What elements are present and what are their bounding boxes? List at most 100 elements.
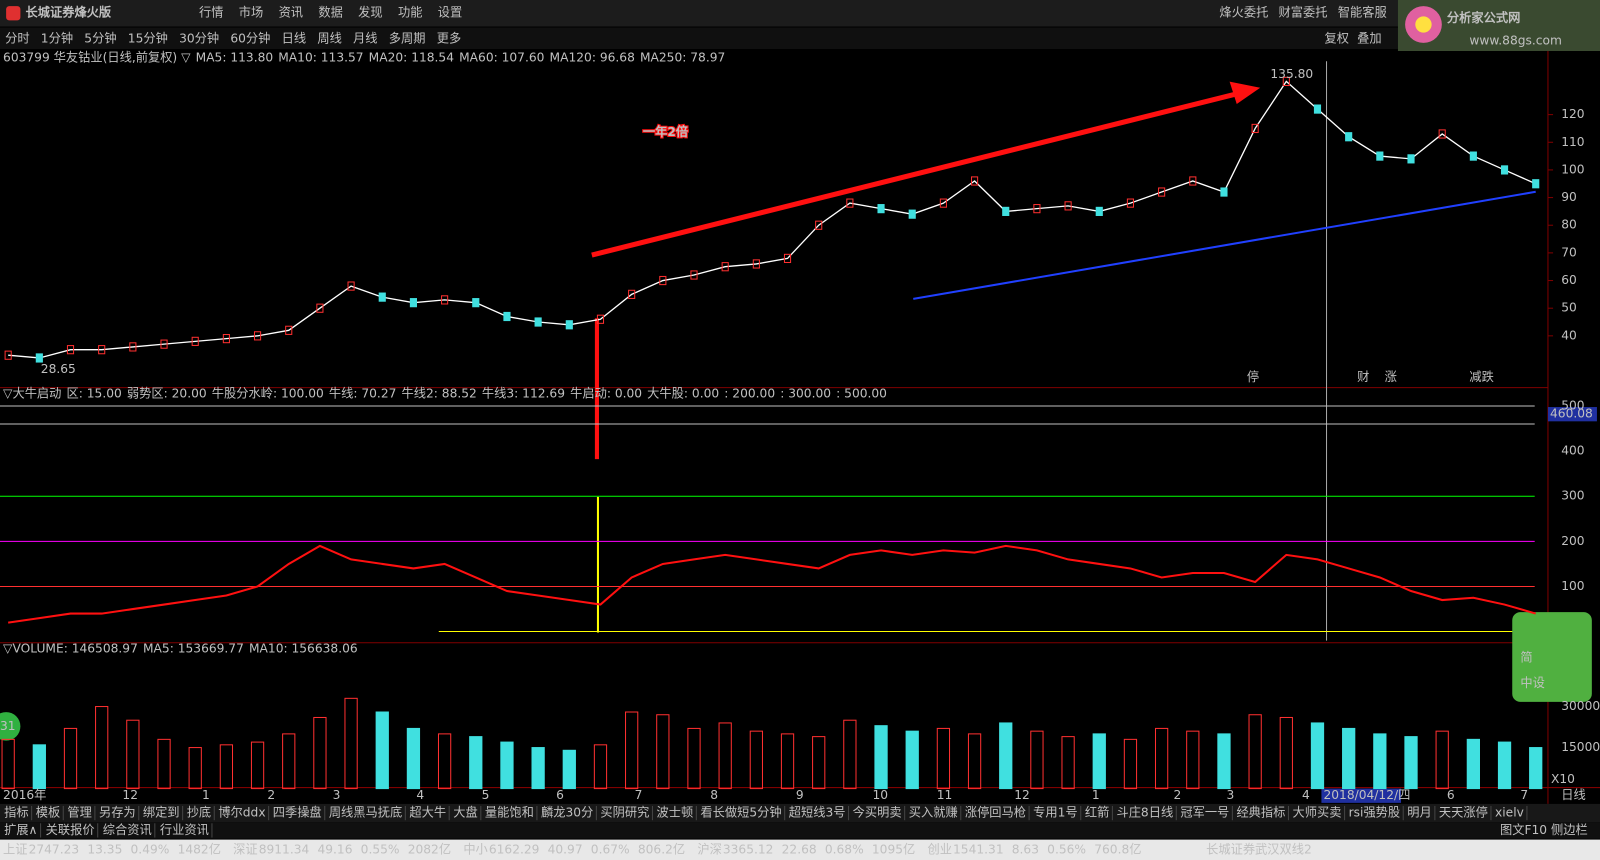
- menu-item[interactable]: 市场: [239, 5, 263, 20]
- side-button-bg[interactable]: [1512, 612, 1592, 702]
- x-tick-label: 10: [872, 788, 888, 802]
- indicator-tab[interactable]: 管理: [67, 805, 91, 820]
- period-tab[interactable]: 15分钟: [128, 30, 168, 45]
- indicator-tab[interactable]: 经典指标: [1236, 805, 1285, 820]
- indicator-tab[interactable]: 斗庄8日线: [1116, 805, 1173, 820]
- indicator-tab[interactable]: 四季操盘: [273, 805, 322, 820]
- indicator-tab[interactable]: 看长做短5分钟: [700, 805, 781, 820]
- status-pct: 0.56%: [1047, 842, 1086, 856]
- indicator-tab[interactable]: rsi强势股: [1349, 806, 1401, 820]
- y-tick-label: 110: [1561, 135, 1584, 149]
- volume-bar: [219, 744, 234, 790]
- x-tick-label: 7: [635, 788, 643, 802]
- candle: [222, 334, 230, 344]
- indicator-header: 牛线2: 88.52: [402, 385, 477, 400]
- indicator-tab[interactable]: xielv: [1495, 806, 1524, 820]
- indicator-tab[interactable]: 抄底: [187, 805, 211, 820]
- x-tick-label: 2018/04/12/四: [1323, 788, 1410, 802]
- indicator-tab[interactable]: 今买明卖: [853, 805, 902, 820]
- indicator-tab[interactable]: 麟龙30分: [541, 805, 593, 820]
- status-pct: 0.55%: [361, 842, 400, 856]
- indicator-tab[interactable]: 涨停回马枪: [965, 805, 1026, 820]
- indicator-tab[interactable]: 另存为: [99, 806, 136, 820]
- period-tab[interactable]: 月线: [353, 31, 377, 45]
- indicator-tab[interactable]: 周线黑马抚底: [329, 805, 402, 820]
- indicator-tab[interactable]: 红箭: [1085, 805, 1109, 820]
- indicator-tab[interactable]: 超大牛: [409, 805, 446, 820]
- menu-item[interactable]: 财富委托: [1279, 5, 1328, 20]
- menu-item[interactable]: 行情: [199, 6, 223, 20]
- menu-item[interactable]: 烽火委托: [1219, 6, 1268, 20]
- side-button[interactable]: 中设: [1520, 675, 1544, 690]
- status-amount: 1482亿: [178, 841, 221, 856]
- candle: [1158, 187, 1166, 197]
- y-tick-label: 200: [1561, 534, 1584, 548]
- info-tab[interactable]: 关联报价: [46, 822, 95, 837]
- info-tab[interactable]: 侧边栏: [1551, 822, 1588, 837]
- status-pct: 0.68%: [825, 842, 864, 856]
- info-tab[interactable]: 扩展∧: [4, 823, 37, 837]
- volume-bar: [500, 741, 514, 790]
- info-tab[interactable]: 图文F10: [1500, 822, 1547, 837]
- menu-item[interactable]: 功能: [398, 6, 422, 20]
- period-tab[interactable]: 5分钟: [84, 30, 116, 45]
- candle: [503, 311, 511, 322]
- menu-item[interactable]: 设置: [438, 6, 462, 20]
- volume-bar: [1497, 741, 1512, 790]
- x-tick-label: 2: [1173, 788, 1181, 802]
- volume-bar: [656, 714, 670, 790]
- menu-item[interactable]: 数据: [318, 5, 342, 20]
- period-tab[interactable]: 1分钟: [41, 30, 73, 45]
- indicator-tab[interactable]: 超短线3号: [789, 805, 846, 820]
- tool-button[interactable]: 叠加: [1357, 31, 1381, 45]
- indicator-tab[interactable]: 专用1号: [1033, 805, 1078, 820]
- event-marker[interactable]: 财: [1357, 370, 1369, 384]
- period-tab[interactable]: 60分钟: [230, 30, 270, 45]
- logo-center: [1415, 16, 1432, 33]
- period-tab[interactable]: 多周期: [389, 31, 426, 45]
- candle: [690, 270, 698, 280]
- indicator-tab[interactable]: 冠军一号: [1180, 806, 1229, 820]
- info-tab[interactable]: 行业资讯: [160, 823, 209, 837]
- tool-button[interactable]: 复权: [1324, 31, 1348, 45]
- event-marker[interactable]: 减跌: [1469, 369, 1493, 384]
- indicator-tab[interactable]: 量能饱和: [485, 805, 534, 820]
- volume-bar: [1154, 727, 1169, 790]
- menu-item[interactable]: 发现: [358, 5, 382, 20]
- price-header: 603799 华友钴业(日线,前复权) ▽: [3, 50, 191, 65]
- period-tab[interactable]: 30分钟: [179, 30, 219, 45]
- info-bar: [0, 822, 1600, 839]
- indicator-tab[interactable]: 明月: [1407, 806, 1431, 820]
- period-tab[interactable]: 周线: [317, 31, 341, 45]
- y-tick-label: 40: [1561, 328, 1577, 342]
- period-tab[interactable]: 更多: [437, 31, 461, 45]
- volume-bar: [687, 727, 701, 790]
- info-tab[interactable]: 综合资讯: [103, 822, 152, 837]
- event-marker[interactable]: 涨: [1385, 369, 1397, 384]
- x-tick-label: 8: [710, 788, 718, 802]
- current-value: 460.08: [1550, 407, 1593, 421]
- period-tab[interactable]: 分时: [5, 31, 29, 45]
- indicator-tab[interactable]: 买阴研究: [600, 805, 649, 820]
- period-tab[interactable]: 日线: [282, 31, 306, 45]
- event-marker[interactable]: 停: [1247, 369, 1259, 384]
- volume-bar: [1435, 730, 1449, 790]
- indicator-tab[interactable]: 买入就赚: [909, 805, 958, 820]
- indicator-tab[interactable]: 大盘: [453, 805, 477, 820]
- indicator-tab[interactable]: 天天涨停: [1439, 805, 1488, 820]
- candle: [1282, 76, 1290, 87]
- menu-item[interactable]: 智能客服: [1338, 5, 1387, 20]
- indicator-tab[interactable]: 指标: [4, 805, 28, 820]
- indicator-tab[interactable]: 博尔ddx: [218, 805, 265, 820]
- indicator-tab[interactable]: 模板: [36, 806, 60, 820]
- status-amount: 1095亿: [872, 841, 915, 856]
- candle: [1532, 179, 1540, 189]
- side-button[interactable]: 简: [1520, 651, 1532, 665]
- indicator-tab[interactable]: 波士顿: [657, 806, 694, 820]
- menu-item[interactable]: 资讯: [279, 6, 303, 20]
- indicator-header: 牛线3: 112.69: [482, 385, 565, 400]
- candle: [565, 320, 573, 330]
- candle: [1126, 198, 1135, 208]
- indicator-tab[interactable]: 绑定到: [143, 805, 180, 820]
- indicator-tab[interactable]: 大师买卖: [1293, 806, 1342, 820]
